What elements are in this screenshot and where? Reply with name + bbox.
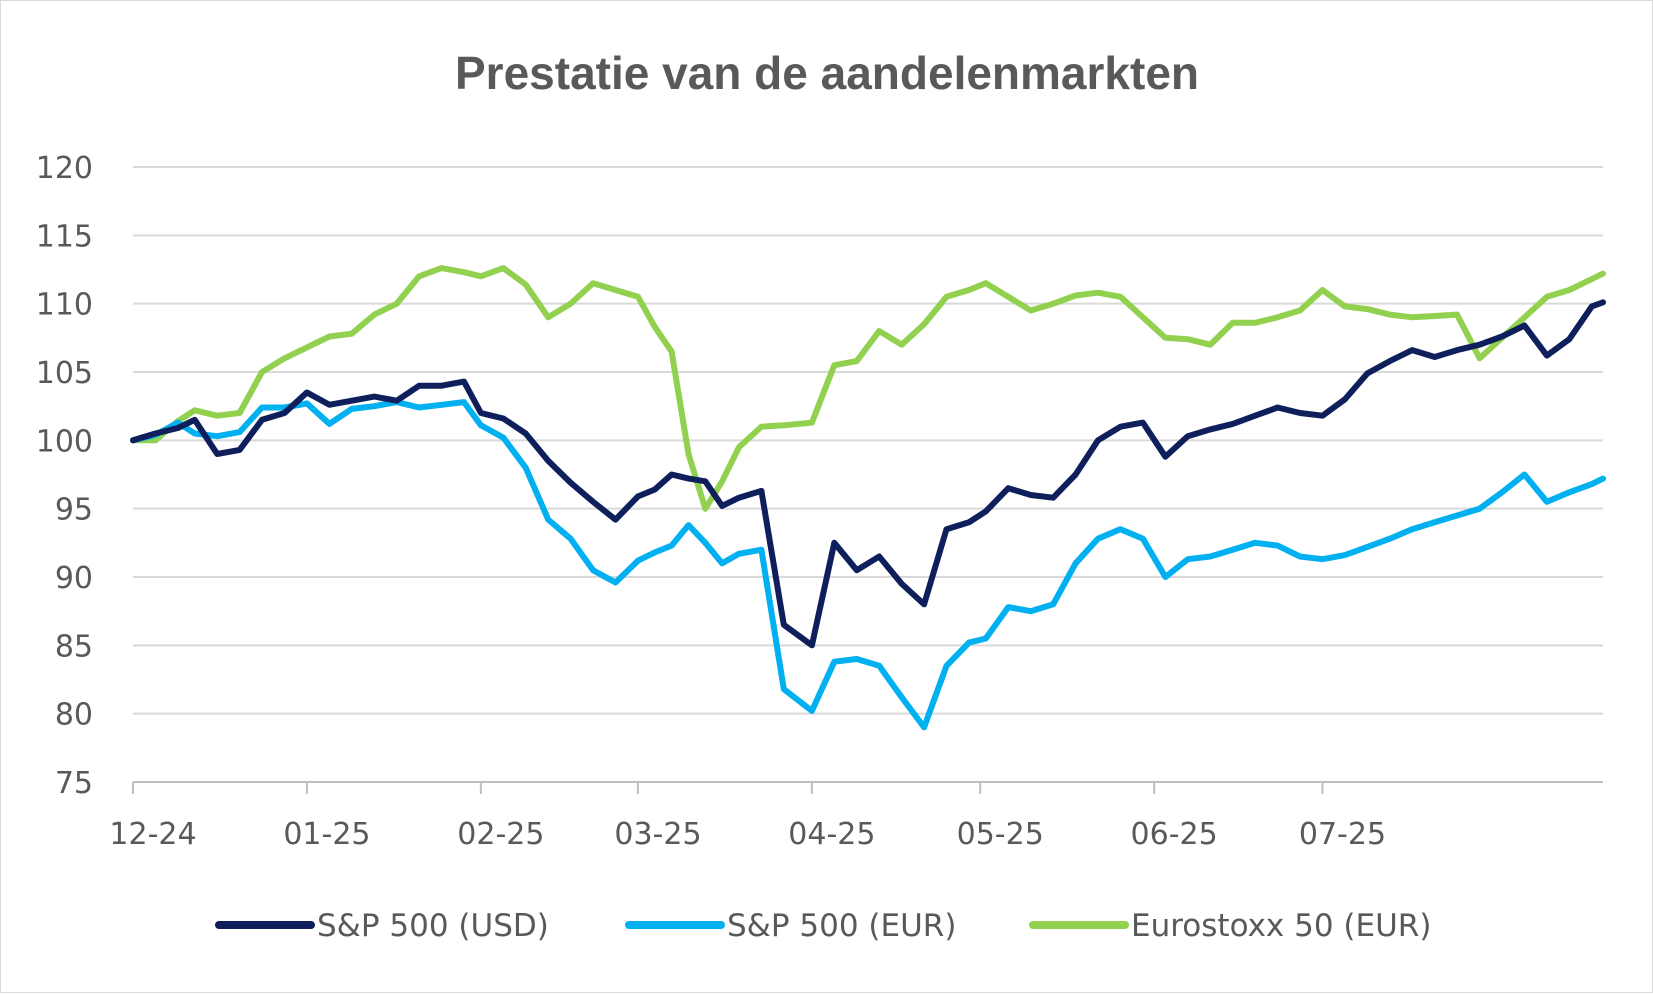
- x-tick-label: 06-25: [1131, 817, 1218, 852]
- y-tick-label: 80: [55, 698, 93, 733]
- x-tick-label: 05-25: [957, 817, 1044, 852]
- series-lines: [130, 265, 1606, 731]
- x-tick-label: 01-25: [283, 817, 370, 852]
- y-tick-label: 105: [36, 356, 93, 391]
- y-axis-ticks: 120 115 110 105 100 95 90 85 80 75: [36, 151, 93, 801]
- series-line: [130, 299, 1606, 649]
- x-tick-label: 03-25: [614, 817, 701, 852]
- y-tick-label: 100: [36, 424, 93, 459]
- y-tick-label: 110: [36, 288, 93, 323]
- x-tick-label: 07-25: [1299, 817, 1386, 852]
- legend: S&P 500 (USD) S&P 500 (EUR) Eurostoxx 50 (…: [215, 908, 1431, 944]
- series-line: [130, 265, 1606, 512]
- x-tick-label: 02-25: [457, 817, 544, 852]
- y-tick-label: 95: [55, 493, 93, 528]
- series-line: [130, 399, 1606, 731]
- legend-label: S&P 500 (EUR): [727, 908, 956, 944]
- y-tick-label: 115: [36, 219, 93, 254]
- y-tick-label: 75: [55, 766, 93, 801]
- y-tick-label: 120: [36, 151, 93, 186]
- y-tick-label: 90: [55, 561, 93, 596]
- x-tick-label: 12-24: [109, 817, 196, 852]
- chart-title: Prestatie van de aandelenmarkten: [455, 47, 1199, 99]
- legend-item: S&P 500 (USD): [215, 908, 549, 944]
- y-tick-label: 85: [55, 629, 93, 664]
- x-tick-label: 04-25: [788, 817, 875, 852]
- legend-label: S&P 500 (USD): [317, 908, 549, 944]
- legend-label: Eurostoxx 50 (EUR): [1131, 908, 1431, 944]
- gridlines: [133, 166, 1603, 715]
- legend-item: S&P 500 (EUR): [625, 908, 956, 944]
- x-axis-ticks: 12-24 01-25 02-25 03-25 04-25 05-25 06-25 07-25: [109, 782, 1386, 852]
- legend-item: Eurostoxx 50 (EUR): [1029, 908, 1431, 944]
